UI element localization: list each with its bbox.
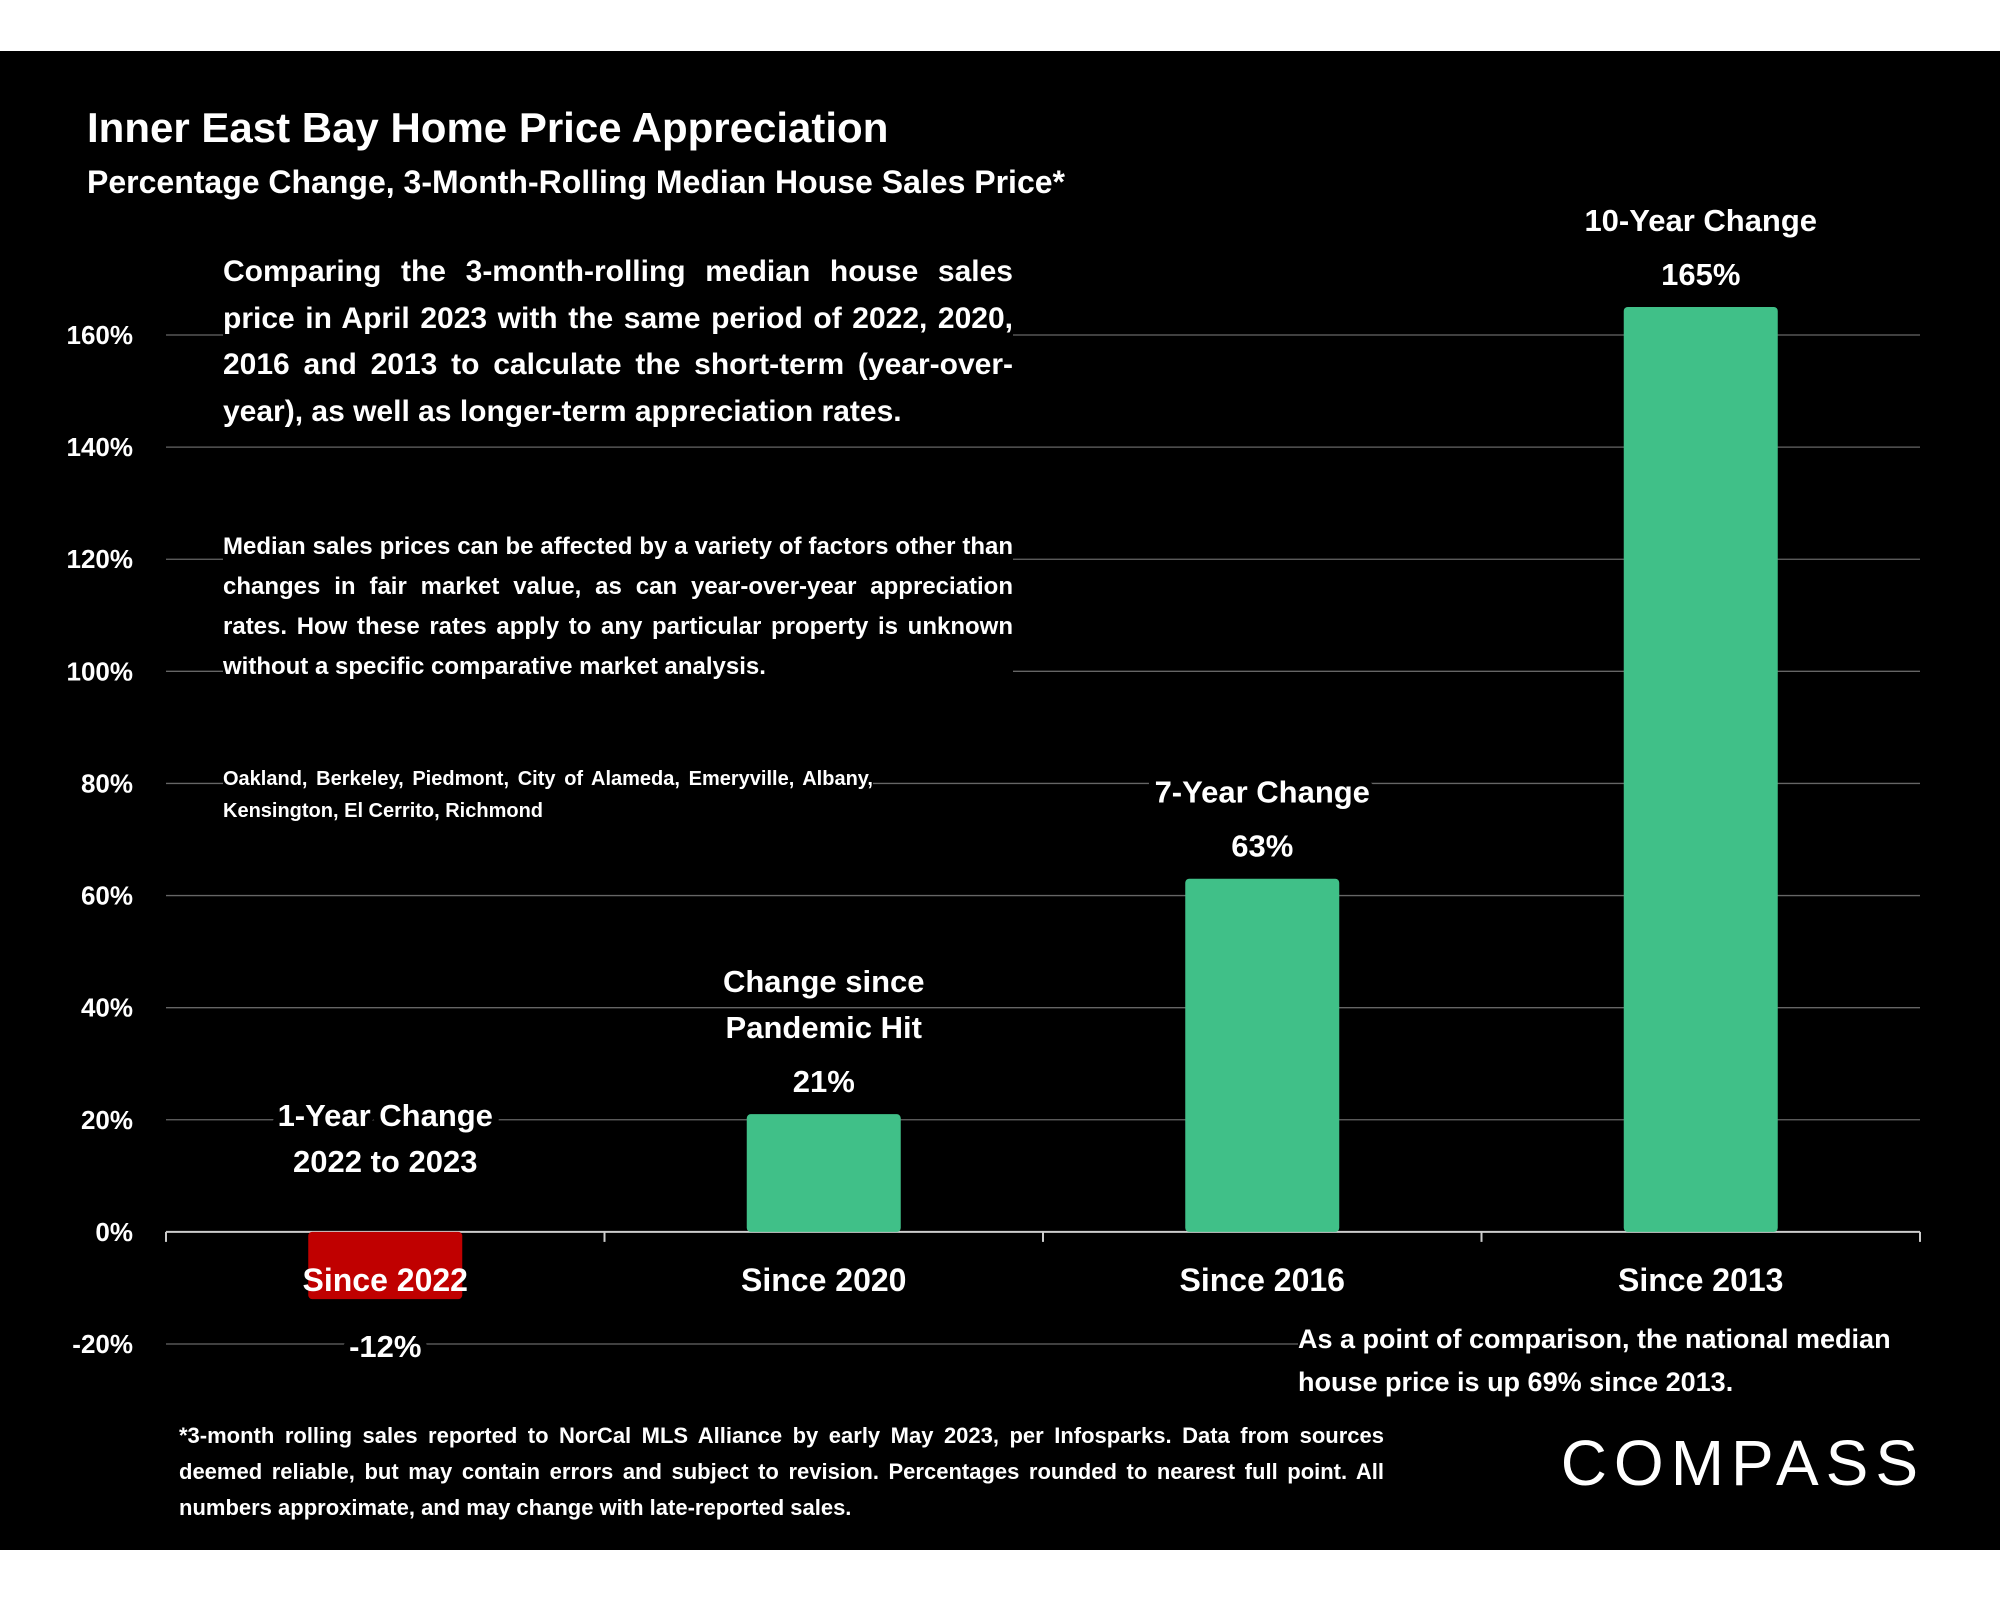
bar-annotation: 2022 to 2023: [293, 1144, 477, 1179]
x-tick-label: Since 2016: [1180, 1262, 1345, 1298]
caveat-note: Median sales prices can be affected by a…: [223, 527, 1013, 687]
intro-note: Comparing the 3-month-rolling median hou…: [223, 249, 1013, 435]
bar-annotation: 7-Year Change: [1155, 775, 1370, 810]
bar: [1185, 878, 1340, 1232]
bar: [1623, 306, 1778, 1232]
y-tick-label: 100%: [67, 656, 134, 686]
bar-annotation: 10-Year Change: [1584, 203, 1817, 238]
y-tick-label: 60%: [81, 881, 133, 911]
y-tick-label: 140%: [67, 432, 134, 462]
value-label: 165%: [1661, 257, 1740, 292]
logo: COMPASS: [1495, 1428, 1925, 1498]
y-tick-label: 40%: [81, 993, 133, 1023]
y-tick-label: -20%: [72, 1329, 133, 1359]
chart-title: Inner East Bay Home Price Appreciation: [87, 104, 888, 151]
bar-annotation: Change since: [723, 964, 925, 999]
x-tick-label: Since 2022: [303, 1262, 468, 1298]
y-tick-label: 160%: [67, 320, 134, 350]
bar: [746, 1114, 901, 1232]
chart-subtitle: Percentage Change, 3-Month-Rolling Media…: [87, 164, 1066, 200]
y-tick-label: 80%: [81, 768, 133, 798]
national-note: As a point of comparison, the national m…: [1298, 1318, 1928, 1404]
y-tick-label: 0%: [95, 1217, 133, 1247]
value-label: 21%: [793, 1064, 855, 1099]
cities-note: Oakland, Berkeley, Piedmont, City of Ala…: [223, 763, 873, 827]
bar: [308, 1231, 463, 1300]
y-tick-label: 120%: [67, 544, 134, 574]
bar-annotation: Pandemic Hit: [726, 1010, 922, 1045]
x-tick-label: Since 2020: [741, 1262, 906, 1298]
y-tick-label: 20%: [81, 1105, 133, 1135]
value-label: 63%: [1231, 829, 1293, 864]
x-tick-label: Since 2013: [1618, 1262, 1783, 1298]
bar-annotation: 1-Year Change: [278, 1098, 493, 1133]
footnote: *3-month rolling sales reported to NorCa…: [179, 1418, 1384, 1526]
value-label: -12%: [349, 1329, 421, 1364]
